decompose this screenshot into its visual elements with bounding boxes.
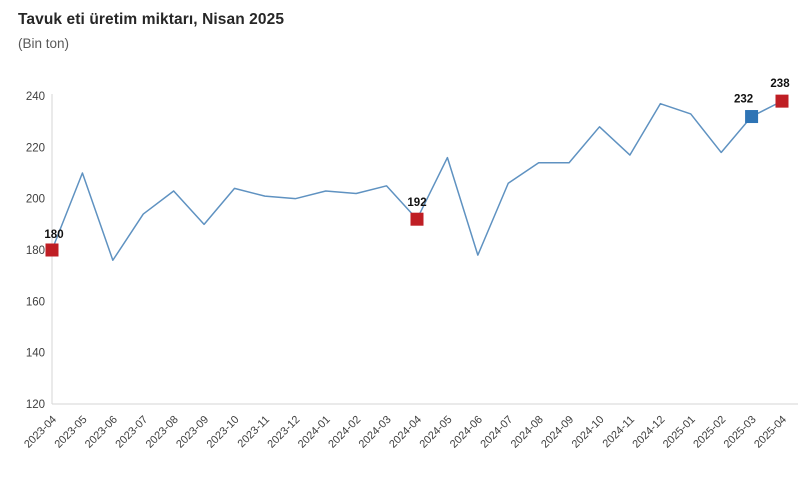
x-tick-label: 2025-02 (691, 414, 728, 451)
y-tick-label: 200 (26, 194, 45, 206)
x-tick-label: 2024-03 (357, 414, 394, 451)
x-tick-label: 2024-09 (539, 414, 576, 451)
point-value-label: 238 (770, 78, 790, 90)
point-value-label: 192 (407, 197, 426, 209)
x-tick-label: 2025-01 (661, 414, 698, 451)
y-tick-label: 180 (26, 245, 45, 257)
highlight-marker-2023-04 (45, 243, 59, 257)
x-tick-label: 2023-09 (174, 414, 211, 451)
y-tick-label: 160 (26, 296, 45, 308)
highlight-marker-2024-04 (410, 212, 424, 226)
x-tick-label: 2024-07 (478, 414, 515, 451)
y-tick-label: 220 (26, 142, 45, 154)
x-tick-label: 2023-05 (53, 414, 90, 451)
point-value-label: 180 (44, 229, 63, 241)
x-tick-label: 2024-01 (296, 414, 333, 451)
x-tick-label: 2023-12 (265, 414, 302, 451)
x-tick-label: 2023-06 (83, 414, 120, 451)
x-tick-label: 2024-02 (326, 414, 363, 451)
x-tick-label: 2024-06 (448, 414, 485, 451)
x-tick-label: 2023-10 (205, 414, 242, 451)
x-tick-label: 2024-12 (630, 414, 667, 451)
x-tick-label: 2023-07 (113, 414, 150, 451)
y-tick-label: 240 (26, 91, 45, 103)
x-tick-label: 2024-05 (418, 414, 455, 451)
series-line (51, 100, 783, 262)
x-tick-label: 2024-04 (387, 414, 424, 451)
highlight-marker-2025-03 (745, 110, 759, 124)
chart-title: Tavuk eti üretim miktarı, Nisan 2025 (18, 11, 285, 28)
y-tick-label: 140 (26, 348, 45, 360)
x-tick-label: 2024-10 (570, 414, 607, 451)
y-tick-label: 120 (26, 399, 45, 411)
x-tick-label: 2023-04 (22, 414, 59, 451)
x-tick-label: 2025-03 (722, 414, 759, 451)
chart-subtitle: (Bin ton) (18, 36, 70, 51)
point-value-label: 232 (734, 94, 753, 106)
x-tick-label: 2023-08 (144, 414, 181, 451)
x-tick-label: 2025-04 (752, 414, 789, 451)
highlight-marker-2025-04 (775, 94, 789, 108)
x-tick-label: 2024-08 (509, 414, 546, 451)
